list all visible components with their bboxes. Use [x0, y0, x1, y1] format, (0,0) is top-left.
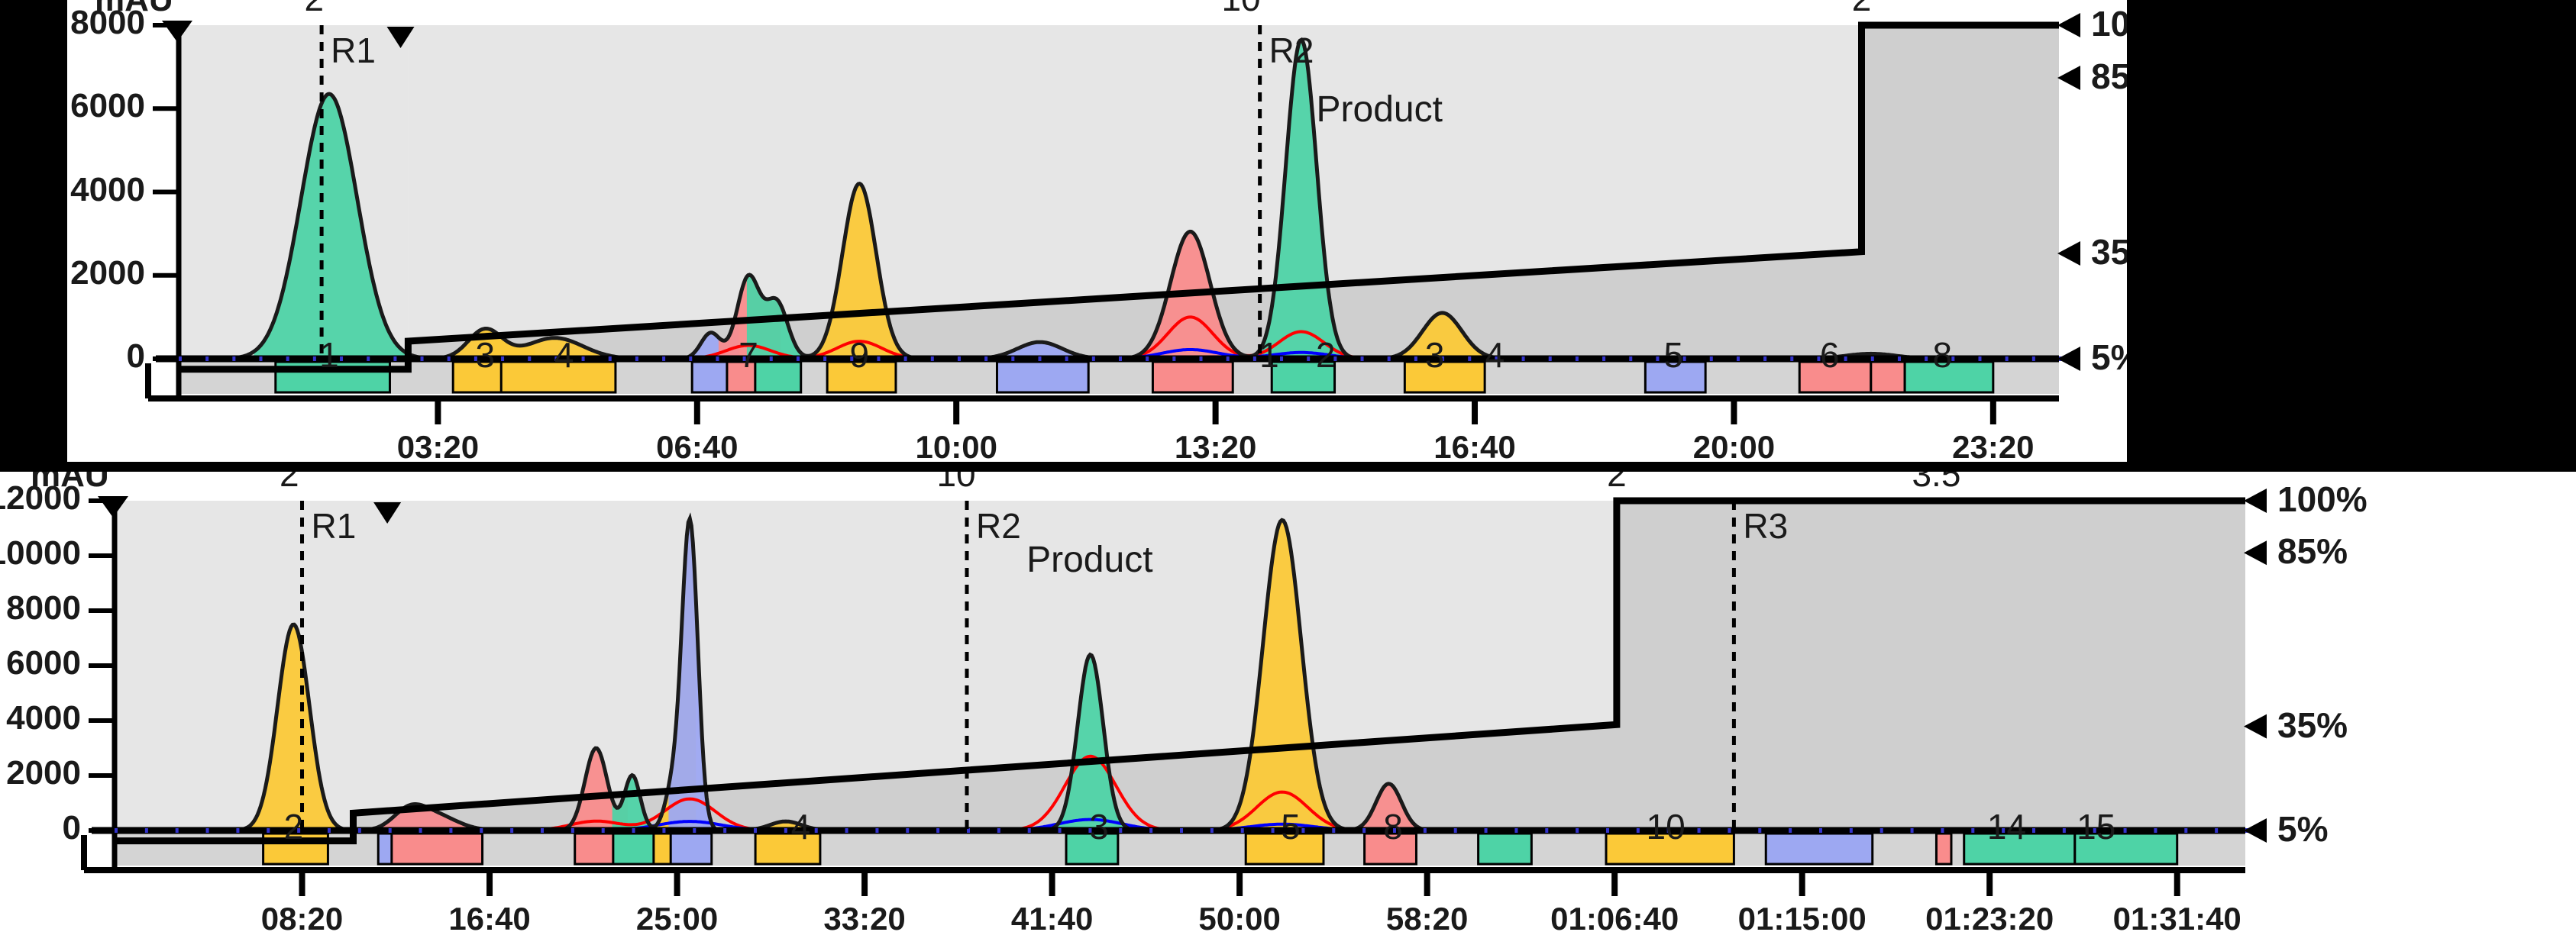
x-axis-tick: 33:20 [823, 901, 906, 932]
fraction-number-label: 2 [283, 807, 304, 847]
x-axis-tick: 23:20 [1952, 429, 2035, 462]
right-axis-percent-label: 35% [2091, 232, 2127, 272]
y-axis-tick: 12000 [0, 479, 81, 517]
right-axis-percent-label: 5% [2277, 809, 2329, 849]
y-axis-tick: 10000 [0, 534, 81, 572]
fraction-number-label: 5 [1663, 335, 1684, 375]
x-axis-tick: 01:31:40 [2112, 901, 2241, 932]
fraction-number-label: 3 [1089, 807, 1109, 847]
x-axis-tick: 03:20 [396, 429, 480, 462]
x-axis-tick: 25:00 [635, 901, 719, 932]
x-axis-tick: 16:40 [1433, 429, 1516, 462]
fraction-number-label: 14 [1986, 807, 2027, 847]
run-marker-label: R3 [1743, 506, 1789, 546]
gradient-step-label: 10 [936, 472, 976, 494]
run-marker-label: R1 [331, 31, 376, 70]
fraction-number-label: 5 [1281, 807, 1301, 847]
x-axis-tick: 08:20 [260, 901, 344, 932]
fraction-number-label: 4 [790, 807, 811, 847]
fraction-number-label: 2 [1316, 335, 1336, 375]
run-marker-label: R1 [311, 506, 357, 546]
x-axis-tick: 10:00 [915, 429, 997, 462]
fraction-number-label: 7 [739, 335, 758, 375]
fraction-number-label: 4 [1485, 335, 1505, 375]
y-axis-tick: 8000 [70, 4, 145, 41]
chromatogram-plot-top [145, 13, 2080, 424]
y-axis-tick: 4000 [70, 170, 145, 208]
x-axis-tick: 16:40 [448, 901, 531, 932]
fraction-number-label: 3 [1424, 335, 1445, 375]
x-axis-tick: 01:06:40 [1550, 901, 1679, 932]
y-axis-tick: 6000 [70, 87, 145, 125]
y-axis-tick: 0 [62, 809, 81, 847]
x-axis-tick: 58:20 [1385, 901, 1469, 932]
y-axis-tick: 8000 [6, 589, 81, 627]
gradient-step-label: 10 [1221, 0, 1260, 19]
fraction-number-label: 4 [554, 335, 574, 375]
x-axis-tick: 13:20 [1174, 429, 1257, 462]
fraction-number-label: 10 [1646, 807, 1686, 847]
chromatogram-panel-top: mAU 8000 6000 4000 2000 0 03:20 06:40 10:00 13:… [67, 0, 2127, 462]
run-marker-label: R2 [1269, 31, 1314, 70]
gradient-step-label: 2 [279, 472, 299, 494]
fraction-number-label: 6 [1819, 335, 1840, 375]
gradient-step-label: 2 [1607, 472, 1627, 494]
y-axis-tick: 4000 [6, 699, 81, 737]
right-axis-percent-label: 85% [2091, 56, 2127, 96]
gradient-step-label: 2 [304, 0, 324, 19]
gradient-step-label: 2 [1852, 0, 1872, 19]
x-axis-tick: 50:00 [1198, 901, 1281, 932]
peak-annotation-label: Product [1026, 539, 1153, 580]
y-axis-unit-label-bottom: mAU [31, 472, 109, 494]
fraction-number-label: 1 [1259, 335, 1279, 375]
fraction-number-label: 3 [475, 335, 496, 375]
run-marker-label: R2 [976, 506, 1021, 546]
x-axis-tick: 01:23:20 [1925, 901, 2054, 932]
right-axis-percent-label: 5% [2091, 337, 2127, 377]
peak-annotation-label: Product [1316, 89, 1443, 131]
y-axis-tick: 2000 [70, 253, 145, 292]
right-axis-percent-label: 100% [2091, 4, 2127, 44]
x-axis-tick: 01:15:00 [1737, 901, 1867, 932]
right-axis-percent-label: 85% [2277, 531, 2348, 572]
fraction-number-label: 8 [1932, 335, 1953, 375]
x-axis-tick: 20:00 [1692, 429, 1776, 462]
fraction-number-label: 15 [2077, 807, 2116, 847]
y-axis-unit-label-top: mAU [95, 0, 173, 19]
x-axis-tick: 41:40 [1010, 901, 1094, 932]
fraction-number-label: 9 [849, 335, 870, 375]
y-axis-tick: 6000 [6, 644, 81, 682]
right-axis-percent-label: 35% [2277, 705, 2348, 745]
right-axis-percent-label: 100% [2277, 479, 2368, 519]
y-axis-tick: 2000 [6, 754, 81, 792]
fraction-number-label: 1 [319, 335, 339, 375]
chromatogram-plot-bottom [81, 489, 2267, 896]
chromatogram-panel-bottom: mAU 12000 10000 8000 6000 4000 2000 0 08:20 16:… [0, 472, 2576, 932]
y-axis-tick: 0 [126, 337, 145, 375]
gradient-step-label: 3.5 [1912, 472, 1961, 494]
fraction-number-label: 8 [1383, 807, 1403, 847]
x-axis-tick: 06:40 [656, 429, 739, 462]
